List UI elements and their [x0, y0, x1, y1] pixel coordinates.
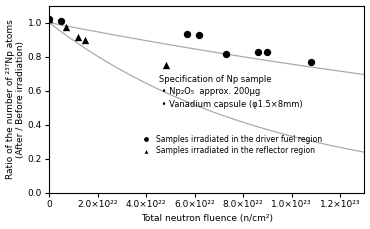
Point — [63, 25, 69, 29]
Point — [255, 50, 260, 53]
Point — [75, 35, 81, 39]
Point — [184, 32, 190, 35]
Point — [58, 19, 64, 23]
Legend: Samples irradiated in the driver fuel region, Samples irradiated in the reflecto: Samples irradiated in the driver fuel re… — [138, 135, 322, 155]
Point — [46, 17, 52, 21]
Point — [83, 39, 88, 42]
Point — [308, 60, 314, 64]
Text: Specification of Np sample
 • Np₂O₅  approx. 200μg
 • Vanadium capsule (φ1.5×8mm: Specification of Np sample • Np₂O₅ appro… — [159, 75, 303, 109]
Point — [46, 17, 52, 21]
Point — [162, 63, 168, 67]
X-axis label: Total neutron fluence (n/cm²): Total neutron fluence (n/cm²) — [141, 214, 273, 224]
Point — [265, 50, 270, 53]
Y-axis label: Ratio of the number of ²³⁷Np atoms
(After / Before irradiation): Ratio of the number of ²³⁷Np atoms (Afte… — [6, 19, 25, 179]
Point — [223, 52, 229, 56]
Point — [196, 33, 202, 36]
